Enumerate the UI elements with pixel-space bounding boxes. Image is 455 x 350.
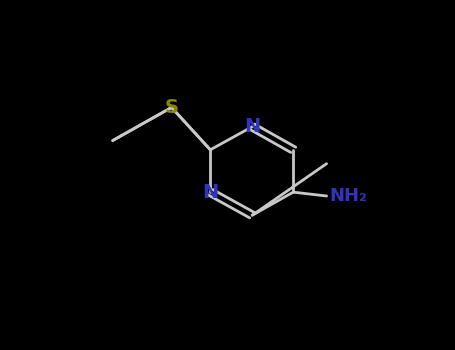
Text: NH₂: NH₂ (330, 187, 368, 205)
Text: N: N (244, 117, 260, 136)
Text: S: S (165, 98, 178, 117)
Text: N: N (202, 183, 218, 202)
